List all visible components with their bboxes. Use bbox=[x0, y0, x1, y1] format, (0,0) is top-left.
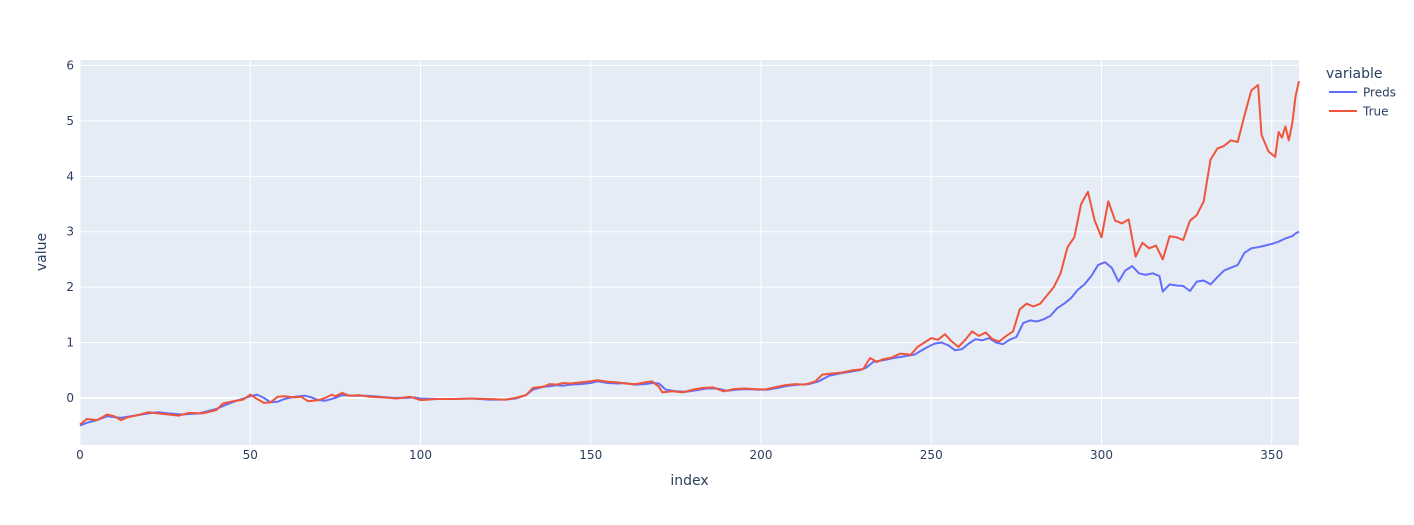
x-axis-title: index bbox=[670, 473, 708, 489]
x-tick-label: 200 bbox=[750, 448, 773, 462]
y-axis-title: value bbox=[34, 233, 50, 271]
y-tick-labels: 0 1 2 3 4 5 6 bbox=[66, 59, 74, 405]
series-lines bbox=[79, 80, 1300, 427]
x-tick-label: 0 bbox=[76, 448, 84, 462]
series-line-true bbox=[79, 80, 1300, 426]
legend-item-true[interactable]: True bbox=[1329, 105, 1389, 119]
x-tick-label: 50 bbox=[243, 448, 258, 462]
grid-lines bbox=[79, 60, 1299, 445]
x-tick-label: 100 bbox=[409, 448, 432, 462]
plot-background bbox=[80, 60, 1299, 445]
y-tick-label: 0 bbox=[66, 391, 74, 405]
x-tick-label: 250 bbox=[920, 448, 943, 462]
x-tick-label: 300 bbox=[1090, 448, 1113, 462]
y-tick-label: 4 bbox=[66, 169, 74, 183]
legend-label-preds: Preds bbox=[1363, 86, 1396, 100]
legend[interactable]: variable Preds True bbox=[1326, 66, 1396, 119]
y-tick-label: 5 bbox=[66, 114, 74, 128]
x-tick-label: 150 bbox=[579, 448, 602, 462]
legend-label-true: True bbox=[1362, 105, 1389, 119]
y-tick-label: 1 bbox=[66, 336, 74, 350]
x-tick-labels: 0 50 100 150 200 250 300 350 bbox=[76, 448, 1283, 462]
x-tick-label: 350 bbox=[1260, 448, 1283, 462]
y-tick-label: 2 bbox=[66, 280, 74, 294]
legend-item-preds[interactable]: Preds bbox=[1329, 86, 1396, 100]
legend-title: variable bbox=[1326, 66, 1382, 82]
y-tick-label: 3 bbox=[66, 225, 74, 239]
y-tick-label: 6 bbox=[66, 59, 74, 73]
